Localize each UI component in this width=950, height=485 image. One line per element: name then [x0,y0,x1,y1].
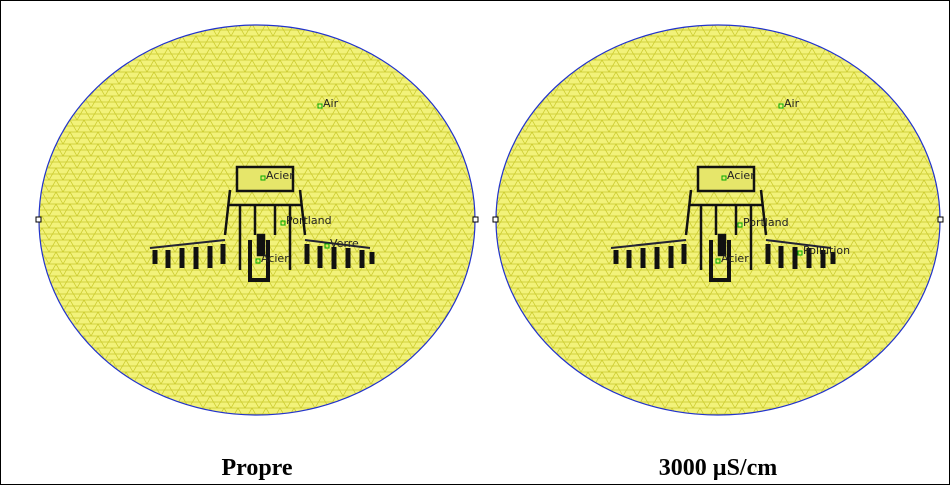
region-label: Acier [721,252,749,265]
region-label: Portland [286,214,332,227]
region-label: Air [784,97,800,110]
caption: Propre [221,455,292,481]
region-label: Pollution [803,244,850,257]
mesh-domain [39,25,475,415]
node [473,217,478,222]
region-label: Acier [727,169,755,182]
region-label: Acier [261,252,289,265]
region-label: Air [323,97,339,110]
region-label: Acier [266,169,294,182]
caption: 3000 µS/cm [659,455,778,481]
region-label: Portland [743,216,789,229]
node [36,217,41,222]
figure: Air Acier Portland Verre Acier Propre Air Acier… [0,0,950,485]
mesh-domain [496,25,940,415]
node [938,217,943,222]
region-label: Verre [330,237,359,250]
node [493,217,498,222]
